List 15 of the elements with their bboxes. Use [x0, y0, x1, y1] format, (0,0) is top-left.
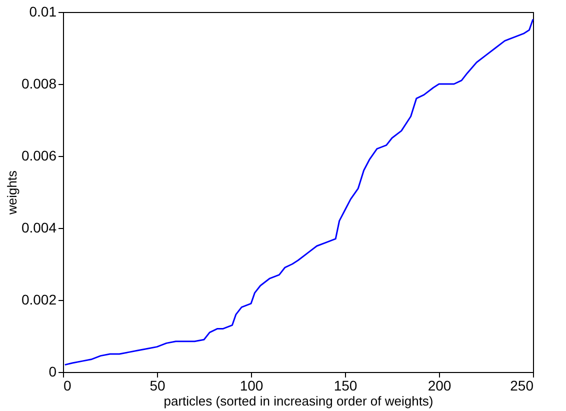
y-tick-label: 0.004 — [21, 220, 57, 236]
x-tick-label: 250 — [510, 378, 534, 394]
y-tick-label: 0.008 — [21, 76, 57, 92]
x-tick-label: 200 — [428, 378, 452, 394]
y-tick-label: 0 — [48, 364, 57, 380]
y-tick-label: 0.01 — [29, 4, 57, 20]
x-tick-label: 150 — [334, 378, 358, 394]
x-tick-label: 0 — [64, 378, 72, 394]
y-axis-title: weights — [4, 170, 20, 216]
line-series — [64, 18, 534, 366]
x-axis-title: particles (sorted in increasing order of weights) — [164, 394, 434, 408]
y-tick-label: 0.002 — [21, 292, 57, 308]
x-tick-label: 100 — [240, 378, 264, 394]
y-tick-label: 0.006 — [21, 148, 57, 164]
x-tick-label: 50 — [150, 378, 166, 394]
